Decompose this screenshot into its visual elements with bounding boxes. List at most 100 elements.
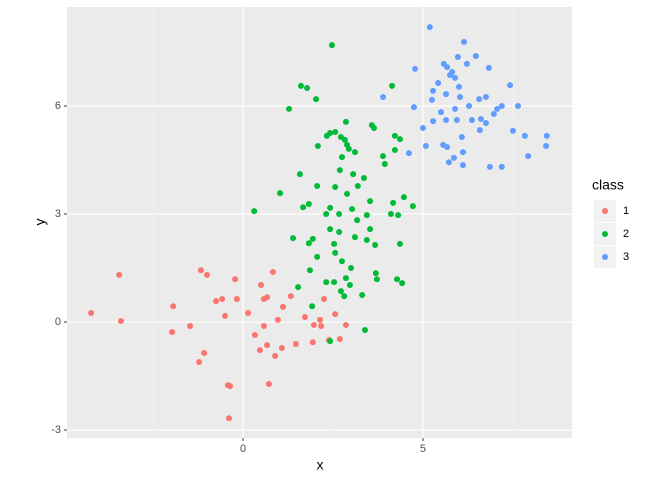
point xyxy=(437,109,444,116)
point xyxy=(453,117,460,124)
point xyxy=(509,127,516,134)
point xyxy=(232,276,239,283)
point xyxy=(323,279,330,286)
point xyxy=(373,276,380,283)
point xyxy=(204,271,211,278)
point xyxy=(290,235,297,242)
point xyxy=(346,281,353,288)
point xyxy=(363,236,370,243)
y-tick-label: 0 xyxy=(55,316,61,328)
point xyxy=(336,211,343,218)
point xyxy=(337,288,344,295)
point xyxy=(300,204,307,211)
point xyxy=(482,94,489,101)
point xyxy=(367,198,374,205)
point xyxy=(430,87,437,94)
point xyxy=(457,94,464,101)
point xyxy=(292,341,299,348)
point xyxy=(405,150,412,157)
point xyxy=(313,96,320,103)
point xyxy=(543,132,550,139)
point xyxy=(314,182,321,189)
point xyxy=(287,293,294,300)
point xyxy=(314,142,321,149)
point xyxy=(450,154,457,161)
point xyxy=(344,190,351,197)
point xyxy=(380,94,387,101)
point xyxy=(341,293,348,300)
point xyxy=(472,52,479,59)
legend-marker xyxy=(602,254,608,260)
point xyxy=(327,226,334,233)
point xyxy=(331,279,338,286)
point xyxy=(251,332,258,339)
point xyxy=(349,205,356,212)
point xyxy=(187,323,194,330)
point xyxy=(360,175,367,182)
legend: 1 2 3 xyxy=(594,200,629,268)
point xyxy=(264,294,271,301)
point xyxy=(196,359,203,366)
points xyxy=(88,24,550,422)
point xyxy=(498,163,505,170)
point xyxy=(201,350,208,357)
legend-title: class xyxy=(592,177,624,193)
legend-marker xyxy=(602,208,608,214)
point xyxy=(443,117,450,124)
point xyxy=(350,171,357,178)
point xyxy=(225,415,232,422)
point xyxy=(399,280,406,287)
point xyxy=(309,235,316,242)
y-tick-label: 3 xyxy=(55,208,61,220)
point xyxy=(444,64,451,71)
point xyxy=(301,314,308,321)
point xyxy=(279,303,286,310)
point xyxy=(443,91,450,98)
point xyxy=(297,82,304,89)
point xyxy=(371,124,378,131)
y-tick-label: 6 xyxy=(55,100,61,112)
point xyxy=(351,149,358,156)
point xyxy=(317,316,324,323)
legend-marker xyxy=(602,231,608,237)
point xyxy=(344,141,351,148)
point xyxy=(314,253,321,260)
point xyxy=(444,144,451,151)
x-tick-label: 5 xyxy=(420,443,426,455)
point xyxy=(117,317,124,324)
point xyxy=(387,211,394,218)
point xyxy=(372,270,379,277)
point xyxy=(219,296,226,303)
point xyxy=(338,258,345,265)
point xyxy=(213,298,220,305)
point xyxy=(372,242,379,249)
point xyxy=(245,310,252,317)
point xyxy=(389,82,396,89)
point xyxy=(395,212,402,219)
point xyxy=(222,312,229,319)
point xyxy=(430,118,437,125)
point xyxy=(468,117,475,124)
point xyxy=(305,240,312,247)
point xyxy=(233,296,240,303)
point xyxy=(396,136,403,143)
point xyxy=(477,115,484,122)
point xyxy=(394,276,401,283)
point xyxy=(338,154,345,161)
point xyxy=(363,212,370,219)
point xyxy=(251,208,258,215)
point xyxy=(428,96,435,103)
point xyxy=(277,190,284,197)
point xyxy=(485,64,492,71)
point xyxy=(410,104,417,111)
point xyxy=(426,24,433,31)
point xyxy=(525,153,532,160)
point xyxy=(391,146,398,153)
point xyxy=(197,267,204,274)
point xyxy=(264,342,271,349)
point xyxy=(454,54,461,61)
point xyxy=(490,110,497,117)
point xyxy=(269,269,276,276)
point xyxy=(409,203,416,210)
